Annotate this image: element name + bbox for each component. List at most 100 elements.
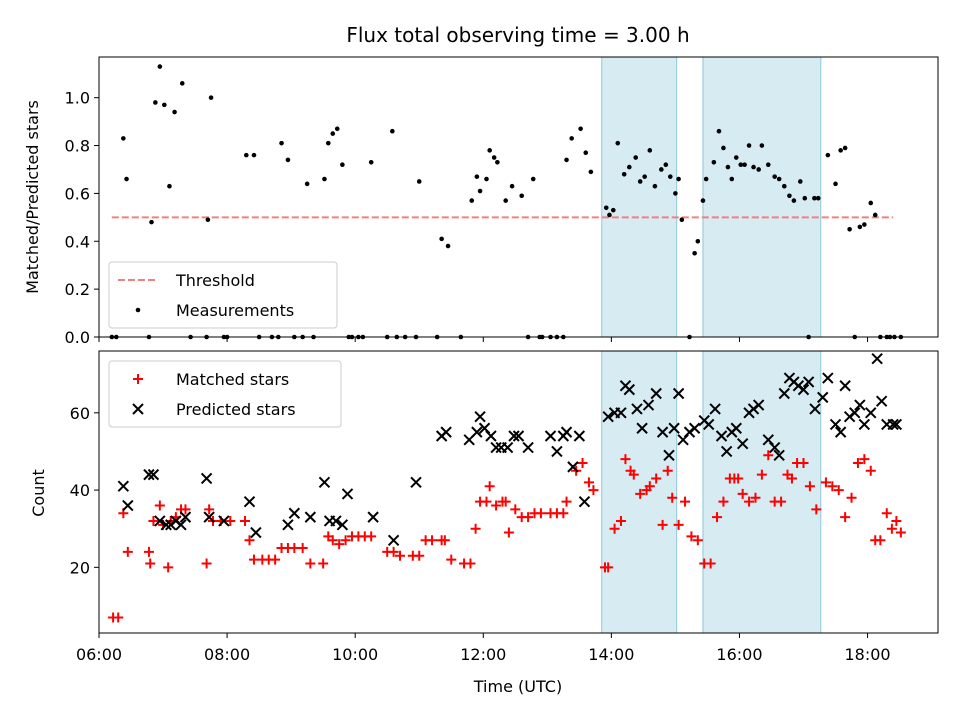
predicted-star-point <box>522 441 534 454</box>
matched-star-point <box>865 465 876 476</box>
matched-star-point <box>811 504 822 515</box>
matched-star-point <box>737 488 748 499</box>
predicted-star-point <box>752 399 765 411</box>
predicted-star-point <box>887 418 899 431</box>
matched-star-point <box>558 508 569 519</box>
measurement-point <box>711 159 717 165</box>
measurement-point <box>167 183 172 189</box>
x-tick-label: 10:00 <box>332 645 378 664</box>
matched-star-point <box>510 504 521 515</box>
y-tick-label: 20 <box>70 558 90 577</box>
measurement-point <box>205 217 211 223</box>
predicted-star-point <box>858 418 871 431</box>
y-tick-label: 40 <box>70 481 90 500</box>
predicted-star-point <box>875 395 888 407</box>
predicted-star-point <box>387 534 400 546</box>
predicted-star-point <box>501 441 514 454</box>
predicted-star-point <box>154 515 166 527</box>
legend-measurement-swatch <box>135 307 141 313</box>
predicted-star-point <box>865 407 877 419</box>
measurement-point <box>652 183 658 189</box>
predicted-star-point <box>854 399 866 411</box>
matched-star-point <box>733 473 744 484</box>
matched-star-point <box>644 481 655 492</box>
matched-star-point <box>886 523 897 534</box>
measurement-point <box>626 164 632 170</box>
measurement-point <box>530 176 536 182</box>
measurement-point <box>642 174 647 179</box>
measurement-point <box>791 198 797 203</box>
measurement-point <box>603 205 609 211</box>
measurement-point <box>847 227 852 232</box>
predicted-star-point <box>615 407 627 419</box>
top-y-axis-title: Matched/Predicted stars <box>23 100 42 294</box>
matched-star-point <box>891 515 902 526</box>
matched-star-point <box>609 523 620 534</box>
legend-box <box>108 261 338 329</box>
measurement-point <box>519 193 525 199</box>
measurement-point <box>742 162 747 167</box>
matched-star-point <box>334 539 345 550</box>
measurement-point <box>825 152 831 158</box>
measurement-point <box>798 179 803 184</box>
measurement-point <box>772 174 777 179</box>
measurement-point <box>842 145 848 151</box>
matched-star-point <box>776 496 787 507</box>
predicted-star-point <box>672 387 685 400</box>
y-tick-label: 0.0 <box>65 328 90 347</box>
matched-star-point <box>180 504 191 515</box>
matched-star-point <box>484 481 495 492</box>
matched-star-point <box>686 531 697 542</box>
predicted-star-point <box>143 468 155 481</box>
predicted-star-point <box>474 410 486 423</box>
predicted-star-point <box>512 430 525 442</box>
measurement-point <box>368 159 374 165</box>
predicted-star-point <box>440 426 452 438</box>
y-tick-label: 0.2 <box>65 280 90 299</box>
x-tick-label: 14:00 <box>588 645 634 664</box>
measurement-point <box>733 155 739 160</box>
measurement-point <box>334 126 340 132</box>
matched-star-point <box>875 535 886 546</box>
legend-label: Threshold <box>175 271 255 290</box>
measurement-point <box>149 219 154 225</box>
chart-title: Flux total observing time = 3.00 h <box>346 23 689 47</box>
matched-star-point <box>667 492 678 503</box>
measurement-point <box>503 198 508 203</box>
measurement-point <box>304 181 310 187</box>
measurement-point <box>862 222 867 227</box>
measurement-point <box>673 191 678 196</box>
matched-star-point <box>673 519 684 530</box>
measurement-point <box>179 81 185 86</box>
matched-star-point <box>446 554 457 565</box>
matched-star-point <box>240 515 251 526</box>
legend: Threshold Measurements <box>108 261 338 329</box>
predicted-star-point <box>304 511 317 523</box>
predicted-star-point <box>768 441 781 454</box>
legend-label: Matched stars <box>176 370 289 389</box>
predicted-star-point <box>636 422 648 434</box>
measurement-point <box>583 150 589 156</box>
measurement-point <box>857 224 863 230</box>
measurement-point <box>340 162 345 167</box>
measurement-point <box>251 152 257 158</box>
predicted-star-point <box>773 449 785 462</box>
matched-star-point <box>712 512 723 523</box>
matched-star-point <box>881 508 892 519</box>
matched-star-point <box>244 535 255 546</box>
matched-star-point <box>615 515 626 526</box>
measurement-point <box>679 217 685 223</box>
bottom-panel: 20 40 60 06:00 08:00 10:00 12:00 14:00 16:00 18:0… <box>70 350 939 664</box>
measurement-point <box>172 109 177 115</box>
predicted-star-point <box>200 472 213 485</box>
predicted-star-point <box>485 430 497 442</box>
predicted-star-point <box>623 383 636 396</box>
matched-star-point <box>833 485 844 496</box>
measurement-point <box>330 131 336 136</box>
predicted-star-point <box>544 430 557 442</box>
measurement-point <box>659 167 664 172</box>
matched-star-point <box>895 527 906 538</box>
matched-star-point <box>154 500 165 511</box>
matched-star-point <box>395 550 406 561</box>
predicted-star-point <box>175 519 187 531</box>
